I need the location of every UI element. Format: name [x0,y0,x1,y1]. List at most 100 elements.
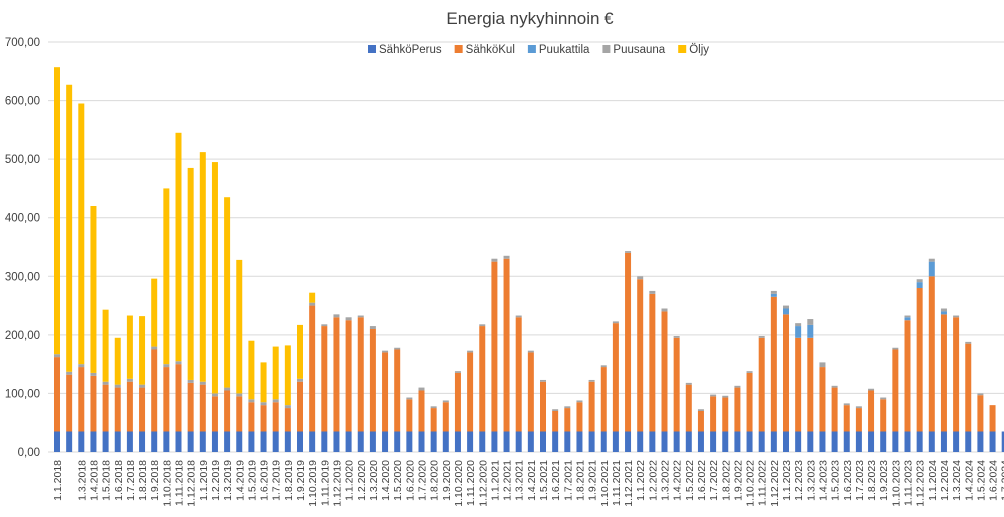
bar-sähkökul-1.8.2022 [722,397,729,432]
bar-sähkökul-1.4.2020 [382,352,389,432]
bar-puusauna-1.11.2021 [612,321,619,324]
bar-sähköperus-1.3.2020 [369,431,376,452]
bar-sähkökul-1.5.2020 [394,349,401,432]
bar-sähköperus-1.3.2022 [661,431,668,452]
bar-puukattila-1.12.2022 [770,293,777,297]
bar-sähköperus-1.1.2024 [928,431,935,452]
x-tick-label: 1.6.2022 [696,460,708,501]
bar-sähkökul-1.5.2019 [248,402,255,432]
bar-sähkökul-1.1.2022 [637,279,644,432]
bar-puusauna-1.3.2022 [661,308,668,312]
bar-sähköperus-1.5.2020 [394,431,401,452]
bar-sähköperus-1.12.2019 [333,431,340,452]
bar-puusauna-1.3.2018 [78,364,85,368]
x-tick-label: 1.9.2019 [295,460,307,501]
bar-sähköperus-1.8.2018 [139,431,146,452]
bar-sähkökul-1.11.2021 [612,323,619,432]
bar-sähköperus-1.4.2019 [236,431,243,452]
bar-puusauna-1.7.2020 [418,387,425,391]
bar-puusauna-1.11.2018 [175,361,182,365]
bar-puusauna-1.7.2023 [855,406,862,409]
bar-puusauna-1.3.2019 [224,387,231,391]
bar-puusauna-1.10.2021 [600,365,607,368]
bar-sähkökul-1.3.2020 [369,329,376,432]
bar-puusauna-1.5.2022 [685,382,692,385]
x-tick-label: 1.4.2021 [526,460,538,501]
bar-sähkökul-1.8.2021 [576,402,583,432]
bar-öljy-1.3.2018 [78,103,85,365]
y-tick-label: 500,00 [5,154,40,166]
x-tick-label: 1.7.2019 [271,460,283,501]
bar-sähkökul-1.4.2023 [819,367,826,432]
x-tick-label: 1.4.2023 [817,460,829,501]
y-tick-label: 100,00 [5,388,40,400]
x-tick-label: 1.2.2023 [793,460,805,501]
x-tick-label: 1.3.2018 [76,460,88,501]
bar-sähköperus-1.6.2020 [406,431,413,452]
bar-puusauna-1.6.2019 [260,402,267,406]
bar-puusauna-1.9.2020 [442,400,449,403]
x-tick-label: 1.6.2021 [550,460,562,501]
bar-puusauna-1.4.2021 [527,350,534,353]
bar-puusauna-1.2.2018 [66,371,73,375]
bar-sähkökul-1.1.2021 [491,261,498,432]
bar-öljy-1.9.2018 [151,278,158,347]
bar-sähkökul-1.9.2020 [442,402,449,432]
bar-puusauna-1.4.2019 [236,393,243,397]
bar-sähköperus-1.4.2020 [382,431,389,452]
bar-sähköperus-1.8.2021 [576,431,583,452]
bar-puusauna-1.10.2018 [163,364,170,368]
bar-sähkökul-1.1.2019 [199,384,206,432]
x-tick-label: 1.10.2018 [161,460,173,507]
bar-öljy-1.6.2018 [114,337,121,385]
bar-puusauna-1.10.2023 [892,347,899,350]
chart-title: Energia nykyhinnoin € [446,9,614,28]
x-tick-label: 1.4.2018 [88,460,100,501]
bar-puusauna-1.4.2024 [965,341,972,344]
x-tick-label: 1.4.2020 [380,460,392,501]
x-tick-label: 1.12.2022 [769,460,781,507]
bar-puusauna-1.11.2023 [904,315,911,318]
bar-öljy-1.2.2018 [66,84,73,372]
x-tick-label: 1.3.2020 [368,460,380,501]
bar-puusauna-1.11.2020 [467,350,474,353]
x-tick-label: 1.10.2023 [890,460,902,507]
bar-sähkökul-1.2.2024 [940,314,947,432]
x-tick-label: 1.5.2019 [246,460,258,501]
bar-sähkökul-1.2.2020 [357,317,364,432]
x-tick-label: 1.11.2021 [611,460,623,506]
bar-puusauna-1.5.2018 [102,381,109,385]
bar-sähköperus-1.10.2023 [892,431,899,452]
legend-swatch-sähkökul [454,45,463,53]
x-tick-label: 1.12.2020 [477,460,489,507]
bar-öljy-1.10.2019 [309,292,316,303]
bar-puusauna-1.9.2023 [880,397,887,400]
x-tick-label: 1.1.2023 [781,460,793,501]
bar-sähköperus-1.12.2018 [187,431,194,452]
bar-puusauna-1.10.2022 [746,371,753,373]
legend-label-sähkökul: SähköKul [466,44,515,56]
y-tick-label: 400,00 [5,213,40,225]
x-tick-label: 1.6.2018 [113,460,125,501]
x-tick-label: 1.9.2020 [441,460,453,501]
x-tick-label: 1.7.2023 [854,460,866,501]
bar-puusauna-1.1.2021 [491,258,498,262]
x-tick-label: 1.2.2021 [502,460,514,501]
bar-sähköperus-1.7.2020 [418,431,425,452]
bar-sähkökul-1.12.2019 [333,317,340,432]
x-tick-label: 1.5.2024 [975,460,987,501]
bar-sähkökul-1.12.2023 [916,288,923,432]
x-tick-label: 1.11.2022 [757,460,769,506]
bar-puusauna-1.3.2024 [953,315,960,318]
bar-puusauna-1.8.2019 [284,405,291,409]
bar-sähkökul-1.11.2018 [175,364,182,432]
bar-sähkökul-1.5.2023 [831,387,838,432]
bar-puusauna-1.12.2021 [625,251,632,253]
x-tick-label: 1.1.2022 [635,460,647,501]
bar-sähköperus-1.2.2018 [66,431,73,452]
bar-sähkökul-1.8.2023 [868,390,875,432]
x-tick-label: 1.6.2020 [404,460,416,501]
bar-sähkökul-1.2.2018 [66,374,73,432]
x-tick-label: 1.12.2019 [331,460,343,507]
